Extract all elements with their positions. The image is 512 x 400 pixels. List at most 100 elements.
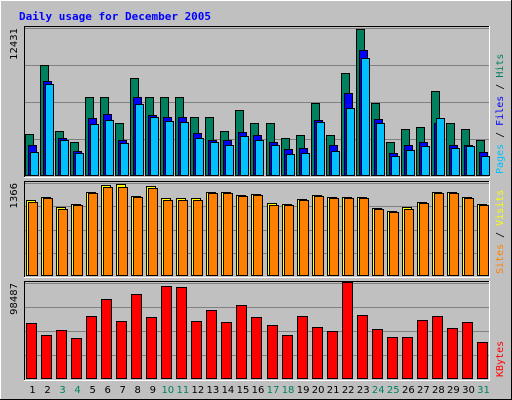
bar-sites-day-14: [223, 193, 233, 276]
bar-kbytes-day-11: [176, 287, 187, 379]
panel-pages-files-hits: 12431 Pages / Files / Hits: [9, 26, 506, 178]
day-label-28: 28: [432, 385, 445, 396]
bar-pages-day-20: [316, 122, 325, 176]
bar-sites-day-9: [148, 188, 158, 276]
bar-pages-day-17: [271, 145, 280, 176]
bar-sites-day-4: [73, 205, 83, 276]
legend-visits: Visits: [495, 190, 506, 226]
bar-pages-day-4: [75, 153, 84, 176]
bar-sites-day-29: [449, 193, 459, 276]
bar-kbytes-day-17: [267, 325, 278, 379]
bar-kbytes-day-1: [26, 323, 37, 379]
day-label-19: 19: [297, 385, 310, 396]
bar-pages-day-22: [346, 108, 355, 176]
day-label-17: 17: [267, 385, 280, 396]
legend-sites: Sites: [495, 244, 506, 274]
bar-pages-day-23: [361, 58, 370, 176]
bar-sites-day-17: [269, 205, 279, 276]
bar-pages-day-13: [210, 142, 219, 176]
bar-pages-day-31: [481, 156, 490, 176]
day-label-15: 15: [237, 385, 250, 396]
bar-kbytes-day-23: [357, 315, 368, 379]
bar-sites-day-18: [284, 205, 294, 276]
bar-kbytes-day-13: [206, 310, 217, 379]
bar-pages-day-3: [60, 140, 69, 176]
legend-separator: /: [495, 78, 506, 96]
bar-kbytes-day-24: [372, 329, 383, 379]
bar-kbytes-day-22: [342, 282, 353, 379]
bar-pages-day-9: [150, 117, 159, 176]
bar-sites-day-25: [389, 212, 399, 276]
day-label-11: 11: [176, 385, 189, 396]
bar-pages-day-21: [331, 151, 340, 176]
legend-pages-files-hits: Pages / Files / Hits: [495, 54, 506, 174]
bar-kbytes-day-5: [86, 316, 97, 379]
bar-sites-day-7: [118, 187, 128, 276]
legend-pages: Pages: [495, 144, 506, 174]
day-label-14: 14: [222, 385, 235, 396]
bar-sites-day-1: [28, 202, 38, 276]
day-label-5: 5: [89, 385, 95, 396]
bar-pages-day-15: [240, 136, 249, 176]
series-kbytes: [26, 282, 488, 379]
bar-sites-day-30: [464, 198, 474, 276]
bar-kbytes-day-7: [116, 321, 127, 379]
bar-kbytes-day-28: [432, 316, 443, 379]
bar-pages-day-10: [165, 121, 174, 176]
bar-kbytes-day-18: [282, 335, 293, 379]
panel-sites-visits: 1366 Sites / Visits: [9, 181, 506, 278]
panels: 12431 Pages / Files / Hits 1366 Sites / Vis…: [9, 26, 506, 381]
day-label-12: 12: [192, 385, 205, 396]
bar-sites-day-21: [329, 198, 339, 276]
bar-sites-day-23: [359, 198, 369, 276]
bar-pages-day-24: [376, 123, 385, 176]
bar-sites-day-8: [133, 197, 143, 276]
bar-pages-day-1: [30, 152, 39, 176]
bar-pages-day-16: [255, 140, 264, 176]
bar-sites-day-16: [253, 195, 263, 276]
day-label-24: 24: [372, 385, 385, 396]
bar-pages-day-5: [90, 124, 99, 176]
day-label-20: 20: [312, 385, 325, 396]
bar-kbytes-day-4: [71, 338, 82, 379]
bar-sites-day-26: [404, 209, 414, 276]
day-label-30: 30: [462, 385, 475, 396]
bar-pages-day-7: [120, 143, 129, 176]
bar-pages-day-29: [451, 148, 460, 176]
bar-sites-day-31: [479, 205, 489, 276]
bar-kbytes-day-29: [447, 328, 458, 379]
day-label-26: 26: [402, 385, 415, 396]
day-label-3: 3: [59, 385, 65, 396]
bar-pages-day-2: [45, 84, 54, 176]
bar-kbytes-day-8: [131, 294, 142, 379]
y-max-label: 1366: [9, 183, 20, 208]
legend-kbytes: KBytes: [495, 341, 506, 377]
bar-pages-day-30: [466, 146, 475, 176]
day-label-1: 1: [29, 385, 35, 396]
day-label-23: 23: [357, 385, 370, 396]
bar-kbytes-day-27: [417, 320, 428, 379]
bar-pages-day-18: [286, 154, 295, 176]
bar-kbytes-day-20: [312, 327, 323, 379]
bar-sites-day-2: [43, 198, 53, 276]
day-label-22: 22: [342, 385, 355, 396]
bar-kbytes-day-31: [477, 342, 488, 379]
bar-pages-day-19: [301, 153, 310, 176]
bar-kbytes-day-10: [161, 286, 172, 379]
bar-sites-day-11: [178, 200, 188, 276]
bar-pages-day-14: [225, 145, 234, 176]
bar-kbytes-day-21: [327, 331, 338, 379]
bar-kbytes-day-9: [146, 317, 157, 379]
bar-kbytes-day-26: [402, 337, 413, 379]
bar-kbytes-day-15: [236, 305, 247, 379]
bar-sites-day-6: [103, 187, 113, 276]
day-label-4: 4: [74, 385, 80, 396]
day-label-13: 13: [207, 385, 220, 396]
bar-kbytes-day-30: [462, 322, 473, 379]
day-label-16: 16: [252, 385, 265, 396]
legend-files: Files: [495, 96, 506, 126]
chart-title: Daily usage for December 2005: [19, 10, 211, 23]
bar-sites-day-15: [238, 196, 248, 276]
bar-kbytes-day-25: [387, 337, 398, 379]
day-label-8: 8: [135, 385, 141, 396]
